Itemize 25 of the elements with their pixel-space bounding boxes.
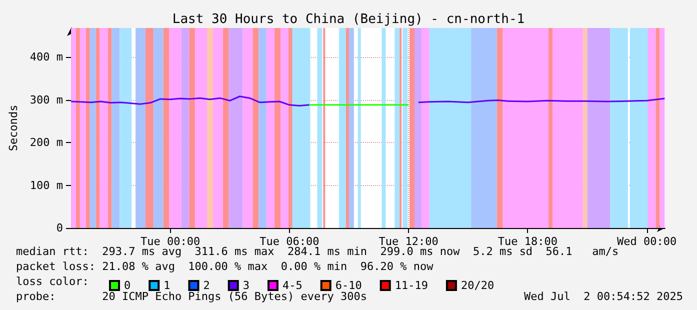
legend-label: 20/20 <box>460 279 494 292</box>
y-tick-label: 100 m <box>30 178 64 192</box>
legend-title: loss color: <box>16 275 89 288</box>
x-tick-label: Tue 00:00 <box>140 235 200 248</box>
chart-title: Last 30 Hours to China (Beijing) - cn-north-1 <box>172 12 525 27</box>
y-tick-label: 200 m <box>30 136 64 150</box>
legend-label: 4-5 <box>282 279 302 292</box>
x-tick-label: Tue 18:00 <box>498 235 558 248</box>
y-axis-title: Seconds <box>7 104 20 152</box>
text: packet loss: 21.08 % avg 100.00 % max 0.00 % min 96.20 % now <box>16 260 434 273</box>
legend-label: 0 <box>124 279 131 292</box>
legend-label: 6-10 <box>335 279 362 292</box>
y-tick-label: 0 <box>56 222 64 234</box>
text: Wed Jul 2 00:54:52 2025 <box>524 290 684 303</box>
text: probe: 20 ICMP Echo Pings (56 Bytes) every 300s <box>16 290 367 303</box>
legend-label: 2 <box>203 279 210 292</box>
legend-label: 3 <box>242 279 250 292</box>
text: median rtt: 293.7 ms avg 311.6 ms max 284.1 ms min 299.0 ms now 5.2 ms sd 56.1 am/s <box>16 245 619 258</box>
legend-label: 1 <box>164 279 170 292</box>
y-tick-label: 300 m <box>30 93 64 106</box>
x-tick-label: Wed 00:00 <box>616 235 677 248</box>
legend-label: 11-19 <box>394 279 428 292</box>
y-tick-label: 400 m <box>30 50 64 64</box>
x-tick-label: Tue 06:00 <box>260 235 320 248</box>
x-tick-label: Tue 12:00 <box>378 235 438 248</box>
